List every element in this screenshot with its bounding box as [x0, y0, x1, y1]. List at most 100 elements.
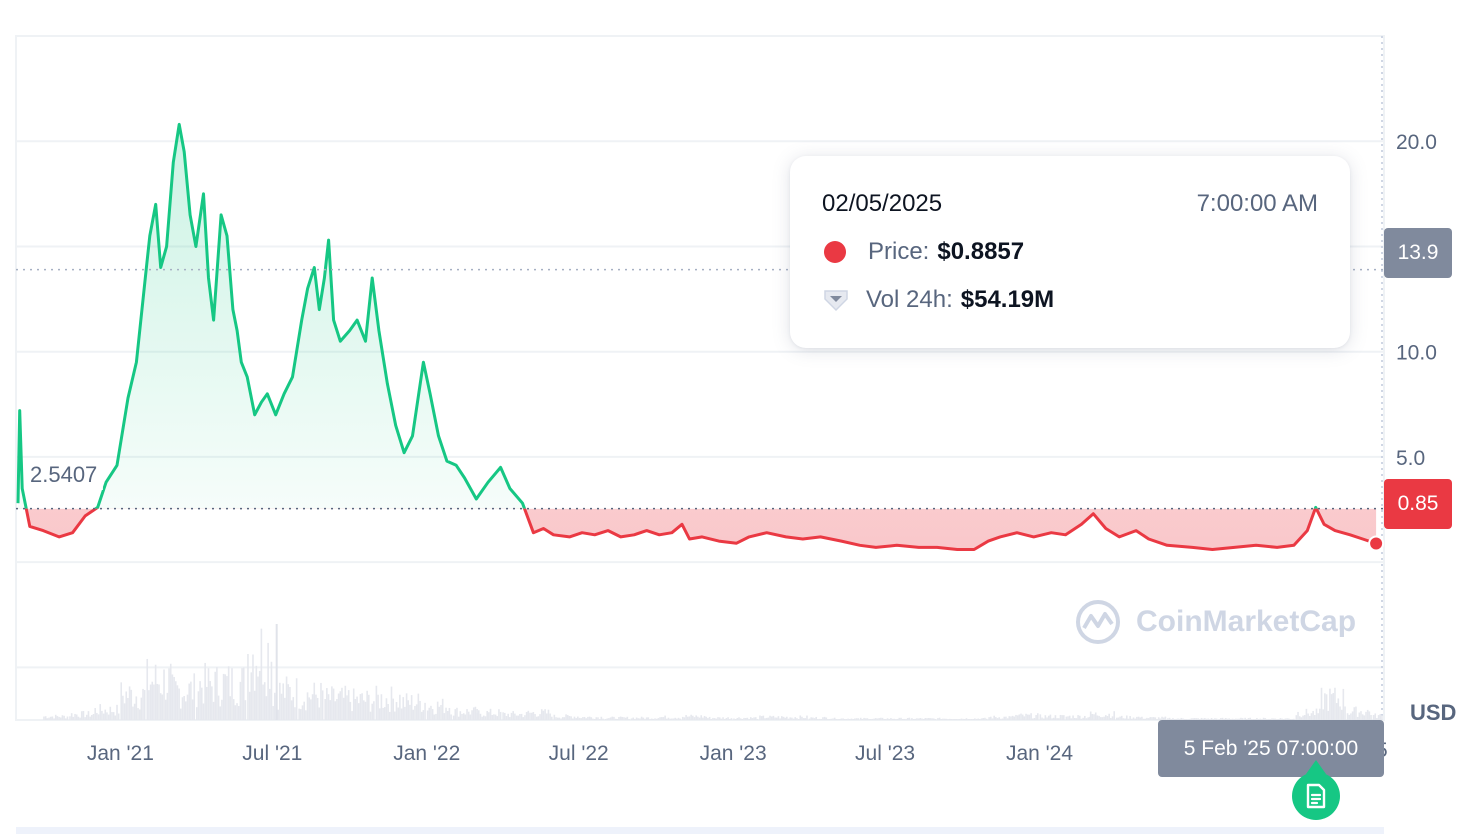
- volume-bar: [366, 690, 368, 720]
- price-tooltip: 02/05/2025 7:00:00 AM Price: $0.8857 Vol…: [790, 156, 1350, 348]
- volume-bar: [1127, 718, 1130, 720]
- volume-bar: [1008, 716, 1011, 720]
- volume-bar: [369, 711, 372, 720]
- volume-bar: [507, 713, 509, 720]
- volume-bar: [101, 710, 103, 720]
- volume-bar: [44, 716, 47, 720]
- volume-bar: [534, 714, 536, 720]
- volume-bar: [1190, 718, 1193, 720]
- volume-bar: [639, 718, 641, 720]
- range-navigator[interactable]: [16, 827, 1384, 834]
- volume-bar: [903, 718, 906, 720]
- volume-bar: [577, 716, 579, 720]
- volume-bar: [708, 716, 711, 720]
- volume-bar: [1360, 711, 1362, 720]
- volume-bar: [754, 717, 757, 720]
- volume-bar: [583, 716, 586, 720]
- volume-bar: [140, 697, 143, 720]
- volume-bar: [378, 708, 381, 720]
- volume-bar: [630, 718, 633, 720]
- volume-bar: [1167, 718, 1169, 720]
- volume-bar: [917, 718, 920, 720]
- volume-bar: [493, 714, 495, 720]
- volume-bar: [770, 716, 773, 720]
- volume-bar: [154, 664, 157, 720]
- volume-bar: [123, 703, 126, 720]
- volume-bar: [127, 697, 129, 720]
- volume-bar: [1049, 714, 1052, 720]
- volume-bar: [498, 709, 500, 720]
- volume-bar: [693, 717, 696, 720]
- volume-bar: [56, 716, 59, 720]
- volume-bar: [1226, 718, 1229, 720]
- tooltip-price-label: Price:: [868, 238, 930, 265]
- volume-bar: [247, 654, 249, 720]
- volume-bar: [924, 718, 927, 720]
- volume-bar: [618, 716, 620, 720]
- volume-bar: [957, 719, 959, 720]
- volume-bar: [520, 713, 523, 720]
- volume-bar: [979, 719, 981, 720]
- volume-bar: [772, 715, 775, 720]
- volume-bar: [390, 686, 393, 720]
- volume-bar: [677, 717, 680, 720]
- volume-bar: [1231, 718, 1234, 720]
- volume-bar: [1142, 718, 1145, 720]
- volume-bar: [169, 672, 172, 720]
- volume-bar: [504, 712, 506, 720]
- volume-bar: [1124, 718, 1126, 720]
- volume-bar: [727, 717, 729, 720]
- volume-bar: [1339, 706, 1341, 720]
- volume-bar: [642, 717, 645, 720]
- volume-bar: [180, 708, 182, 720]
- x-tick-label: Jan '21: [87, 742, 154, 765]
- news-marker-button[interactable]: [1292, 760, 1340, 820]
- volume-bar: [472, 707, 475, 720]
- volume-bar: [975, 718, 978, 720]
- volume-bar: [1276, 718, 1278, 720]
- volume-bar: [532, 712, 535, 720]
- volume-bar: [570, 716, 572, 720]
- volume-bar: [1156, 718, 1158, 720]
- volume-bar: [354, 699, 357, 720]
- volume-bar: [730, 718, 733, 720]
- volume-bar: [1028, 714, 1031, 720]
- volume-bar: [854, 718, 856, 720]
- volume-bar: [1089, 711, 1092, 720]
- volume-bar: [1037, 713, 1039, 720]
- volume-bar: [1199, 719, 1201, 720]
- volume-bar: [1132, 717, 1135, 720]
- volume-bar: [476, 708, 478, 720]
- volume-bar: [174, 681, 177, 720]
- volume-bar: [362, 700, 365, 720]
- volume-bar: [440, 705, 442, 720]
- volume-bar: [1351, 711, 1354, 720]
- volume-bar: [505, 716, 508, 720]
- volume-bar: [705, 716, 708, 720]
- volume-bar: [613, 716, 615, 720]
- volume-bar: [690, 714, 692, 720]
- volume-bar: [703, 715, 706, 720]
- volume-bar: [718, 717, 721, 720]
- volume-bar: [611, 716, 614, 720]
- volume-bar: [1178, 718, 1181, 720]
- volume-bar: [193, 673, 196, 720]
- volume-bar: [1170, 719, 1173, 720]
- volume-bar: [965, 718, 968, 720]
- volume-bar: [284, 697, 286, 720]
- volume-bar: [756, 719, 759, 720]
- volume-bar: [163, 669, 165, 720]
- volume-bar: [320, 682, 322, 720]
- volume-bar: [58, 716, 60, 720]
- volume-bar: [866, 718, 869, 720]
- volume-bar: [634, 719, 636, 720]
- volume-bar: [669, 718, 671, 720]
- volume-bar: [1162, 717, 1165, 720]
- volume-bar: [1168, 717, 1171, 720]
- volume-bar: [1082, 717, 1084, 720]
- tooltip-volume-label: Vol 24h:: [866, 286, 953, 313]
- volume-bar: [1327, 710, 1330, 720]
- volume-bar: [1289, 719, 1292, 720]
- volume-bar: [597, 717, 599, 720]
